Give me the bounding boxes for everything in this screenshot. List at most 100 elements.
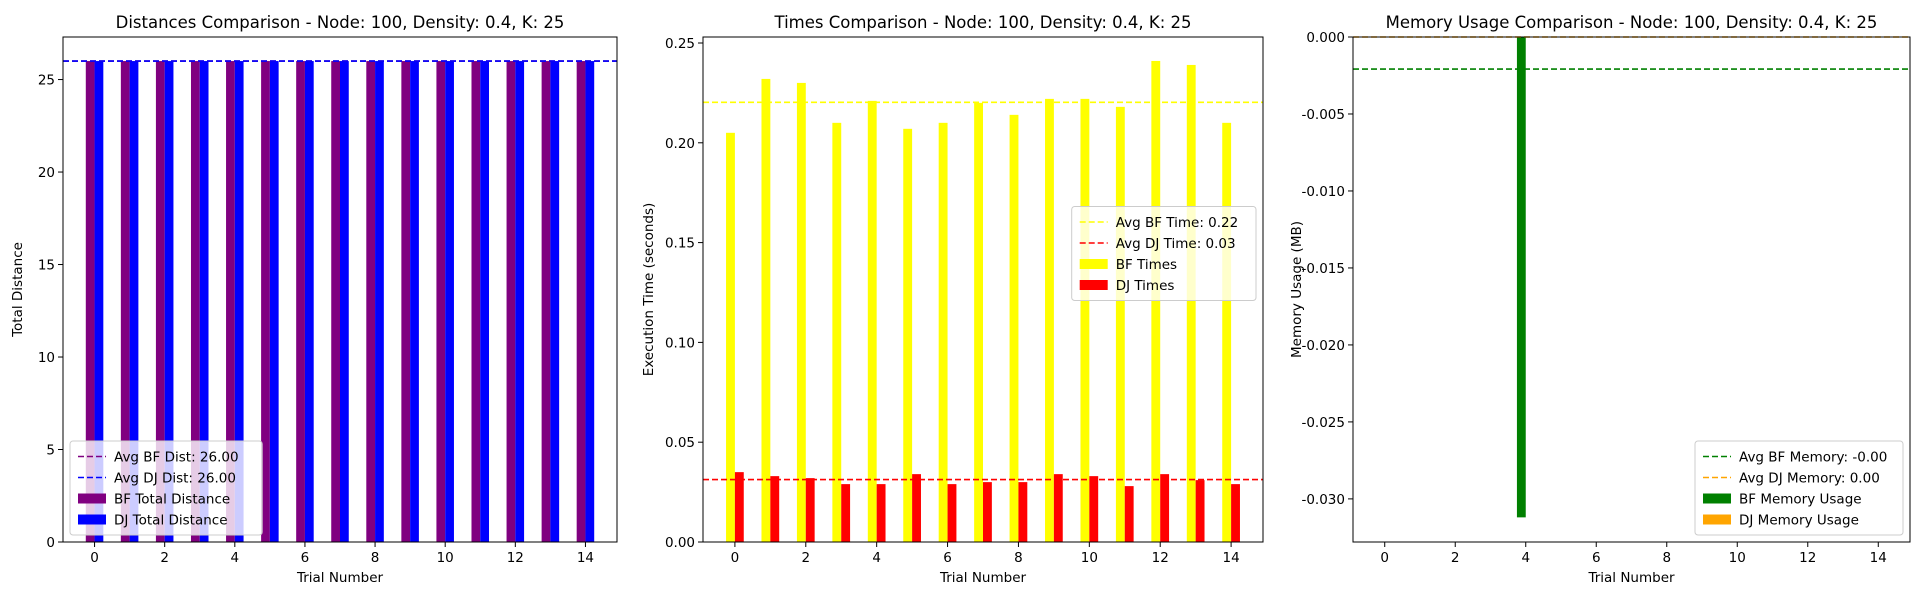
legend-entry-label: BF Times (1116, 257, 1177, 273)
bar-bf-times-7 (974, 102, 983, 542)
bar-dj-total-distance-6 (304, 61, 314, 543)
bar-dj-times-1 (770, 476, 780, 542)
x-axis-label: Trial Number (296, 570, 384, 586)
memory-chart: 0 2 4 6 8 10 12 14 0.000 -0.005 -0.010 -0.015 -0.020… (1289, 13, 1911, 586)
y-axis-label: Execution Time (seconds) (641, 203, 657, 377)
bar-bf-total-distance-11 (471, 61, 481, 543)
y-axis-label: Memory Usage (MB) (1289, 221, 1305, 358)
bar-bf-total-distance-9 (401, 61, 411, 543)
legend-box (1071, 206, 1257, 301)
legend-entry-label: Avg BF Dist: 26.00 (114, 450, 239, 466)
y-tick-label: -0.020 (1301, 338, 1345, 354)
legend-patch-swatch (1079, 280, 1108, 290)
bar-bf-times-13 (1186, 64, 1196, 542)
chart-title: Distances Comparison - Node: 100, Densit… (116, 13, 565, 32)
x-tick-label: 6 (301, 550, 310, 566)
x-tick-label: 12 (1799, 550, 1816, 566)
legend-entry-label: BF Memory Usage (1739, 492, 1862, 508)
y-tick-label: 5 (46, 443, 55, 459)
bar-bf-times-11 (1115, 106, 1125, 542)
plot-frame (702, 36, 1264, 543)
y-tick-label: 10 (38, 350, 55, 366)
legend-entry-label: Avg DJ Time: 0.03 (1116, 236, 1236, 252)
legend-entry-label: Avg BF Memory: -0.00 (1739, 450, 1887, 466)
x-tick-label: 8 (1662, 550, 1671, 566)
x-tick-label: 14 (1870, 550, 1887, 566)
bar-bf-times-12 (1151, 60, 1161, 542)
y-tick-label: 0.000 (1306, 30, 1345, 46)
bar-bf-times-6 (938, 122, 948, 542)
bar-dj-total-distance-1 (129, 61, 139, 543)
x-tick-label: 14 (577, 550, 594, 566)
bar-bf-total-distance-4 (226, 61, 235, 543)
y-axis-label: Total Distance (10, 242, 26, 338)
legend: Avg BF Time: 0.22 Avg DJ Time: 0.03 BF Tim… (1071, 206, 1257, 301)
legend-patch-swatch (78, 514, 106, 525)
x-tick-label: 2 (801, 550, 810, 566)
bar-dj-times-4 (876, 484, 886, 542)
bar-bf-total-distance-12 (506, 61, 516, 543)
bar-dj-total-distance-13 (550, 61, 560, 543)
y-tick-label: -0.015 (1301, 261, 1345, 277)
legend-entry-label: BF Total Distance (114, 492, 230, 508)
x-tick-label: 10 (1729, 550, 1746, 566)
bar-bf-total-distance-1 (120, 61, 130, 543)
distances-chart: 0 2 4 6 8 10 12 14 0 5 10 15 20 25 Distances Compariso… (10, 13, 618, 586)
bar-bf-times-0 (726, 132, 735, 542)
y-tick-label: -0.030 (1301, 492, 1345, 508)
y-tick-label: 20 (38, 165, 55, 181)
legend-entry-label: DJ Total Distance (114, 513, 228, 529)
chart-title: Times Comparison - Node: 100, Density: 0… (774, 13, 1192, 32)
x-tick-label: 4 (1521, 550, 1530, 566)
bar-bf-times-5 (903, 128, 913, 542)
bar-bf-times-10 (1080, 98, 1090, 542)
x-tick-label: 6 (1592, 550, 1601, 566)
bar-dj-times-13 (1195, 480, 1205, 542)
bar-bf-total-distance-5 (261, 61, 270, 543)
legend-entry-label: Avg DJ Dist: 26.00 (114, 471, 236, 487)
bar-dj-times-11 (1124, 486, 1134, 542)
legend-patch-swatch (78, 493, 106, 504)
bar-dj-total-distance-5 (269, 61, 279, 543)
legend-patch-swatch (1703, 514, 1731, 525)
y-tick-label: 0.00 (665, 535, 695, 551)
bar-bf-total-distance-13 (541, 61, 551, 543)
plot-frame (62, 36, 618, 543)
bar-bf-memory-usage-4 (1516, 37, 1526, 518)
x-tick-label: 4 (872, 550, 881, 566)
legend-entry-label: DJ Times (1116, 278, 1175, 294)
bar-dj-total-distance-8 (375, 61, 384, 543)
bar-dj-times-2 (805, 478, 815, 542)
x-tick-label: 14 (1223, 550, 1240, 566)
bar-bf-times-14 (1222, 122, 1232, 542)
bar-dj-total-distance-9 (410, 61, 419, 543)
y-tick-label: 0.10 (665, 335, 695, 351)
bar-bf-times-1 (761, 78, 771, 542)
bar-dj-times-3 (841, 484, 851, 542)
bar-bf-total-distance-6 (296, 61, 305, 543)
y-tick-label: 0 (46, 535, 55, 551)
bar-dj-times-9 (1053, 474, 1063, 542)
bar-dj-times-8 (1018, 482, 1028, 542)
bar-dj-times-14 (1231, 484, 1240, 542)
y-tick-label: 0.20 (665, 136, 695, 152)
y-tick-label: 0.05 (665, 435, 695, 451)
x-tick-label: 0 (1380, 550, 1389, 566)
bar-dj-times-12 (1160, 474, 1170, 542)
x-axis-label: Trial Number (939, 570, 1027, 586)
y-tick-label: -0.005 (1301, 107, 1345, 123)
bar-bf-total-distance-2 (155, 61, 165, 543)
x-tick-label: 12 (507, 550, 524, 566)
plot-frame (1352, 36, 1911, 543)
bar-dj-total-distance-10 (445, 61, 454, 543)
legend-box (69, 440, 263, 536)
bar-bf-total-distance-14 (576, 61, 586, 543)
bar-bf-total-distance-0 (85, 61, 95, 543)
bar-bf-times-4 (867, 100, 877, 542)
x-tick-label: 10 (437, 550, 454, 566)
bar-bf-total-distance-7 (331, 61, 340, 543)
legend-patch-swatch (1079, 259, 1108, 269)
bar-dj-times-0 (734, 472, 744, 542)
y-tick-label: 15 (38, 258, 55, 274)
